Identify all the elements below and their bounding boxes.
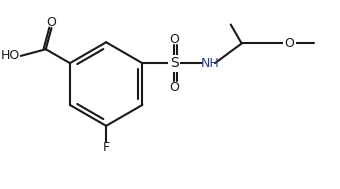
Text: O: O — [169, 33, 179, 46]
Text: S: S — [170, 56, 178, 70]
Text: HO: HO — [1, 49, 20, 62]
Text: F: F — [103, 141, 110, 154]
Text: O: O — [169, 81, 179, 94]
Text: NH: NH — [201, 57, 219, 70]
Text: O: O — [285, 37, 294, 50]
Text: O: O — [47, 16, 56, 29]
